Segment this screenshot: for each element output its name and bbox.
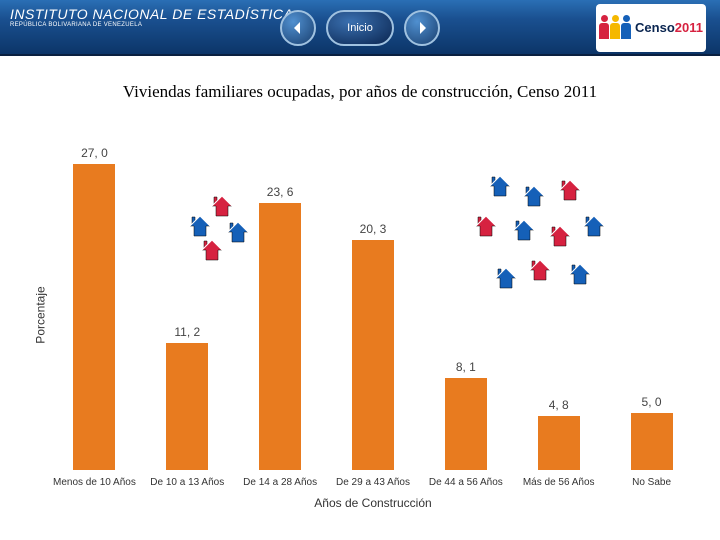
bar-value-label: 11, 2 (166, 325, 208, 339)
header-bar: INSTITUTO NACIONAL DE ESTADÍSTICA REPÚBL… (0, 0, 720, 56)
x-category-label: Menos de 10 Años (48, 477, 141, 488)
x-category-label: De 10 a 13 Años (141, 477, 234, 488)
bar-value-label: 4, 8 (538, 398, 580, 412)
org-name: INSTITUTO NACIONAL DE ESTADÍSTICA (10, 6, 293, 22)
censo-text: Censo2011 (635, 19, 703, 37)
bar-chart: Porcentaje Años de Construcción 27, 0Men… (30, 130, 700, 500)
censo-logo: Censo2011 (596, 4, 706, 52)
bar-value-label: 23, 6 (259, 185, 301, 199)
plot-area: Años de Construcción 27, 0Menos de 10 Añ… (48, 130, 698, 470)
nav-controls: Inicio (280, 10, 440, 46)
prev-button[interactable] (280, 10, 316, 46)
bar-value-label: 20, 3 (352, 222, 394, 236)
bar-value-label: 5, 0 (631, 395, 673, 409)
page-title: Viviendas familiares ocupadas, por años … (0, 82, 720, 102)
bar: 20, 3 (352, 240, 394, 470)
x-category-label: Más de 56 Años (512, 477, 605, 488)
x-category-label: De 14 a 28 Años (234, 477, 327, 488)
y-axis-label: Porcentaje (34, 286, 48, 343)
org-logo: INSTITUTO NACIONAL DE ESTADÍSTICA REPÚBL… (10, 6, 293, 28)
org-subtitle: REPÚBLICA BOLIVARIANA DE VENEZUELA (10, 22, 293, 28)
bar-value-label: 27, 0 (73, 146, 115, 160)
inicio-button[interactable]: Inicio (326, 10, 394, 46)
x-axis-label: Años de Construcción (48, 496, 698, 510)
x-category-label: De 29 a 43 Años (327, 477, 420, 488)
bar: 11, 2 (166, 343, 208, 470)
bar: 8, 1 (445, 378, 487, 470)
inicio-label: Inicio (347, 22, 373, 34)
house-cluster-icon (468, 174, 628, 304)
bar-value-label: 8, 1 (445, 360, 487, 374)
bar: 27, 0 (73, 164, 115, 470)
censo-people-icon (599, 15, 631, 41)
bar: 4, 8 (538, 416, 580, 470)
x-category-label: No Sabe (605, 477, 698, 488)
next-button[interactable] (404, 10, 440, 46)
bar: 23, 6 (259, 203, 301, 470)
bar: 5, 0 (631, 413, 673, 470)
x-category-label: De 44 a 56 Años (419, 477, 512, 488)
